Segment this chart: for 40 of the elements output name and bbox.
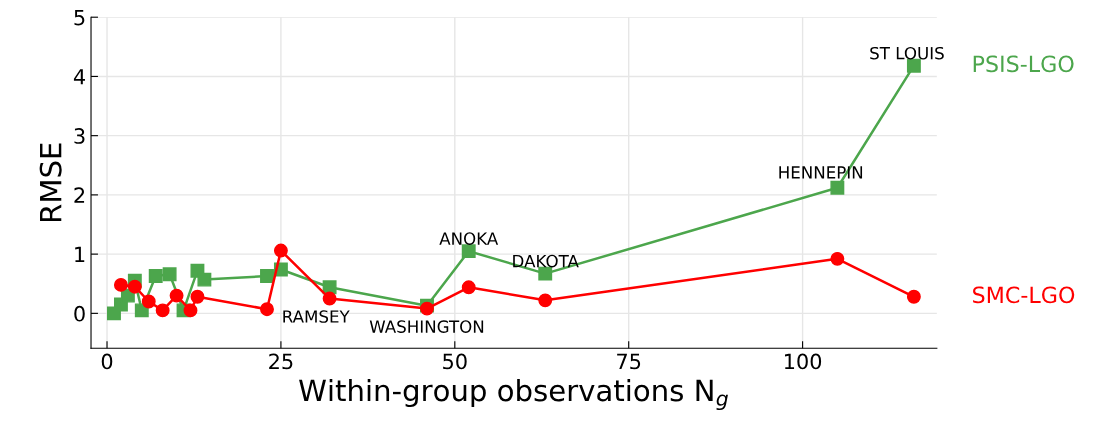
point [260, 269, 274, 283]
text: PSIS-LGO [973, 55, 1074, 73]
point [273, 243, 288, 258]
annotation: RAMSEY [283, 310, 350, 323]
annotation: DAKOTA [513, 254, 579, 268]
point [461, 280, 476, 295]
point [322, 291, 337, 306]
point [169, 288, 184, 303]
point [190, 289, 205, 304]
point [113, 277, 128, 292]
point [155, 303, 170, 318]
point [183, 303, 198, 318]
x-tick-label: 25 [269, 353, 293, 370]
point [197, 272, 212, 287]
x-tick-label: 50 [443, 353, 467, 370]
point [461, 244, 476, 259]
x-tick-label: 0 [101, 353, 113, 370]
point [830, 180, 845, 195]
annotation: WASHINGTON [369, 320, 484, 333]
y-tick-label: 0 [74, 305, 85, 322]
point [538, 293, 553, 308]
annotation: ANOKA [439, 232, 499, 245]
y-tick-label: 4 [73, 69, 85, 85]
y-axis-title: RMSE [39, 143, 62, 222]
text: SMC-LGO [973, 286, 1075, 304]
y-tick-label: 5 [74, 9, 85, 26]
point [830, 251, 845, 266]
y-tick-label: 1 [75, 246, 85, 263]
y-tick-label: 3 [74, 128, 85, 144]
x-tick-label: 75 [617, 353, 641, 370]
annotation: ST LOUIS [870, 46, 944, 60]
x-axis-title: Within-group observations N$_{g}$ [299, 378, 728, 411]
y-tick-label: 2 [74, 187, 85, 203]
x-tick-label: 100 [785, 353, 822, 370]
point [148, 269, 163, 283]
point [260, 302, 274, 317]
point [127, 279, 142, 294]
point [141, 294, 156, 309]
point [162, 267, 177, 282]
point [906, 289, 921, 304]
